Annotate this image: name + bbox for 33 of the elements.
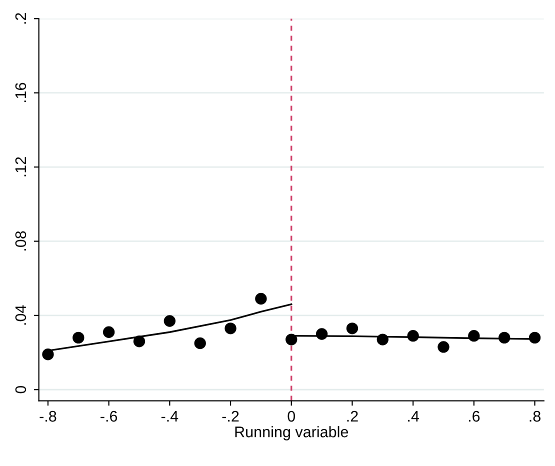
x-tick-label: -.4: [161, 411, 178, 422]
x-axis-title: Running variable: [235, 426, 348, 440]
point: [224, 322, 236, 334]
point: [286, 334, 298, 346]
x-tick-label: .6: [468, 410, 480, 422]
x-tick-label: .2: [347, 410, 358, 422]
x-tick-label: -.2: [222, 410, 239, 422]
y-tick-label: .08: [15, 231, 26, 250]
point: [72, 332, 84, 344]
x-tick-label: 0: [288, 410, 296, 422]
y-tick-label: .16: [15, 82, 26, 102]
x-tick-label: -.8: [40, 410, 56, 422]
y-tick-label: .04: [15, 305, 26, 325]
point: [498, 332, 510, 344]
y-tick-label: .12: [15, 157, 26, 176]
point: [255, 292, 267, 305]
point: [42, 348, 54, 360]
y-tick-label: .2: [15, 13, 26, 24]
point: [194, 337, 206, 350]
x-tick-label: .4: [408, 411, 419, 422]
x-tick-label: .8: [530, 410, 540, 422]
point: [468, 330, 480, 342]
point: [164, 315, 176, 327]
point: [316, 328, 328, 340]
point: [346, 322, 358, 334]
point: [102, 326, 115, 338]
point: [407, 330, 419, 342]
point: [438, 341, 450, 353]
y-tick-label: 0: [15, 386, 26, 394]
point: [133, 336, 146, 348]
point: [376, 334, 388, 346]
point: [528, 332, 541, 344]
x-tick-label: -.6: [100, 410, 118, 422]
